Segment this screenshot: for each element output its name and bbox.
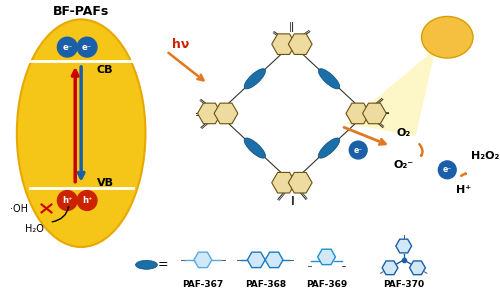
Text: BF-PAFs: BF-PAFs — [53, 5, 110, 18]
FancyArrowPatch shape — [52, 207, 68, 222]
Text: PAF-368: PAF-368 — [244, 280, 286, 289]
Circle shape — [77, 37, 97, 57]
Circle shape — [350, 141, 367, 159]
Ellipse shape — [422, 16, 473, 58]
Text: PAF-369: PAF-369 — [306, 280, 347, 289]
Circle shape — [58, 37, 77, 57]
Polygon shape — [362, 103, 386, 124]
Polygon shape — [265, 252, 283, 268]
Text: e⁻: e⁻ — [442, 165, 452, 174]
FancyArrowPatch shape — [420, 144, 422, 156]
Ellipse shape — [318, 69, 340, 89]
Polygon shape — [288, 172, 312, 193]
Polygon shape — [272, 172, 295, 193]
Text: H₂O₂: H₂O₂ — [470, 151, 499, 161]
Ellipse shape — [136, 260, 158, 269]
Polygon shape — [288, 34, 312, 55]
Polygon shape — [346, 103, 370, 124]
Text: H⁺: H⁺ — [456, 184, 470, 195]
Polygon shape — [346, 49, 436, 136]
Polygon shape — [382, 261, 398, 275]
Ellipse shape — [318, 138, 340, 158]
Text: PAF-370: PAF-370 — [383, 280, 424, 289]
Circle shape — [438, 161, 456, 179]
Ellipse shape — [17, 19, 146, 247]
Text: CB: CB — [97, 65, 114, 75]
Polygon shape — [318, 249, 336, 265]
Text: =: = — [158, 258, 168, 271]
Text: e⁻: e⁻ — [82, 43, 92, 52]
FancyArrowPatch shape — [461, 173, 466, 176]
Polygon shape — [198, 103, 222, 124]
Text: e⁻: e⁻ — [354, 146, 363, 155]
Text: h⁺: h⁺ — [62, 196, 72, 205]
Text: hν: hν — [172, 38, 190, 51]
Text: h⁺: h⁺ — [82, 196, 92, 205]
Circle shape — [77, 191, 97, 210]
Text: ·OH: ·OH — [10, 205, 28, 214]
Ellipse shape — [244, 138, 266, 158]
Text: PAF-367: PAF-367 — [182, 280, 224, 289]
Polygon shape — [194, 252, 212, 268]
Polygon shape — [248, 252, 265, 268]
Polygon shape — [410, 261, 426, 275]
Text: VB: VB — [97, 178, 114, 188]
Text: e⁻: e⁻ — [62, 43, 72, 52]
Circle shape — [58, 191, 77, 210]
Text: H₂O: H₂O — [25, 224, 44, 234]
Ellipse shape — [244, 69, 266, 89]
Text: O₂⁻: O₂⁻ — [394, 160, 414, 170]
Polygon shape — [272, 34, 295, 55]
Polygon shape — [396, 239, 411, 253]
Text: O₂: O₂ — [396, 128, 411, 138]
Polygon shape — [214, 103, 238, 124]
